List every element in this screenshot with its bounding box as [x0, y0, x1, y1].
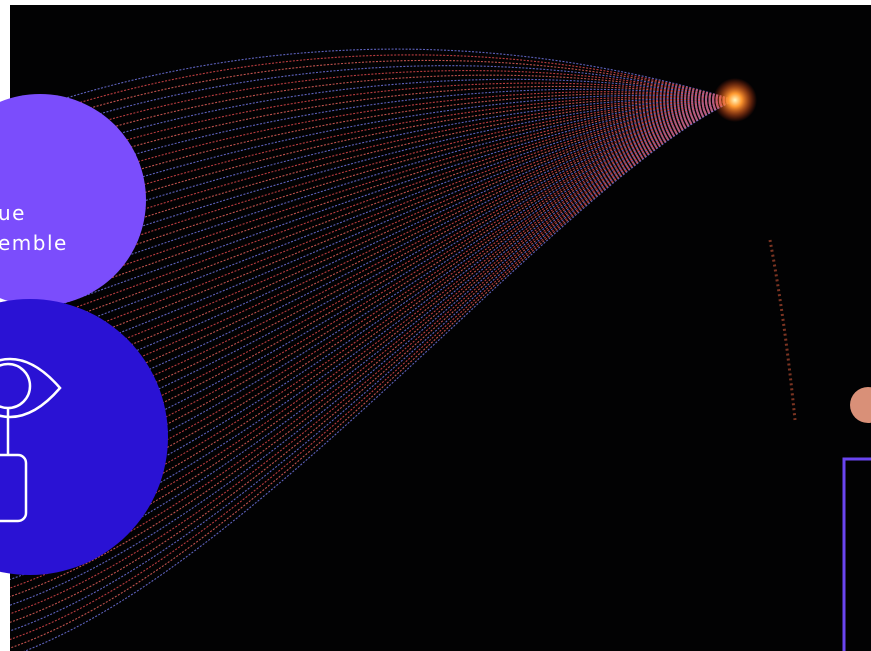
thread: [10, 99, 736, 555]
thread: [10, 82, 736, 178]
eye-handle: [0, 453, 28, 523]
thread: [10, 99, 736, 606]
thread: [10, 99, 736, 598]
thread: [10, 99, 736, 486]
overlay-text: ue: [0, 201, 26, 225]
thread: [10, 99, 736, 289]
thread: [10, 54, 736, 126]
thread: [10, 99, 736, 469]
badge: [850, 387, 871, 423]
spark-trail: [768, 239, 797, 421]
thread: [10, 99, 736, 580]
thread: [23, 99, 736, 651]
thread: [10, 85, 736, 186]
thread: [10, 99, 736, 538]
thread: [10, 99, 736, 306]
frame-outline: [842, 457, 871, 651]
thread: [10, 99, 736, 409]
thread: [10, 65, 736, 143]
thread: [10, 99, 736, 418]
thread: [10, 88, 736, 195]
thread: [10, 78, 736, 169]
thread: [10, 99, 736, 632]
eye-icon: [0, 357, 62, 523]
dark-circle: [0, 299, 168, 575]
thread: [10, 99, 736, 529]
thread: [10, 99, 736, 400]
thread: [10, 99, 736, 358]
thread: [10, 99, 736, 615]
thread: [10, 99, 736, 340]
thread: [10, 99, 736, 315]
thread: [10, 48, 736, 118]
firework-core: [713, 78, 757, 122]
thread: [10, 99, 736, 272]
thread: [10, 99, 736, 392]
thread: [10, 99, 736, 332]
eye-outline: [0, 357, 62, 419]
light-circle: [0, 94, 146, 306]
thread: [10, 59, 736, 135]
overlay-text: emble: [0, 231, 68, 255]
thread: [10, 99, 736, 383]
thread: [10, 99, 736, 640]
thread: [10, 99, 736, 649]
thread: [10, 99, 736, 375]
thread: [10, 99, 736, 349]
thread: [10, 70, 736, 152]
